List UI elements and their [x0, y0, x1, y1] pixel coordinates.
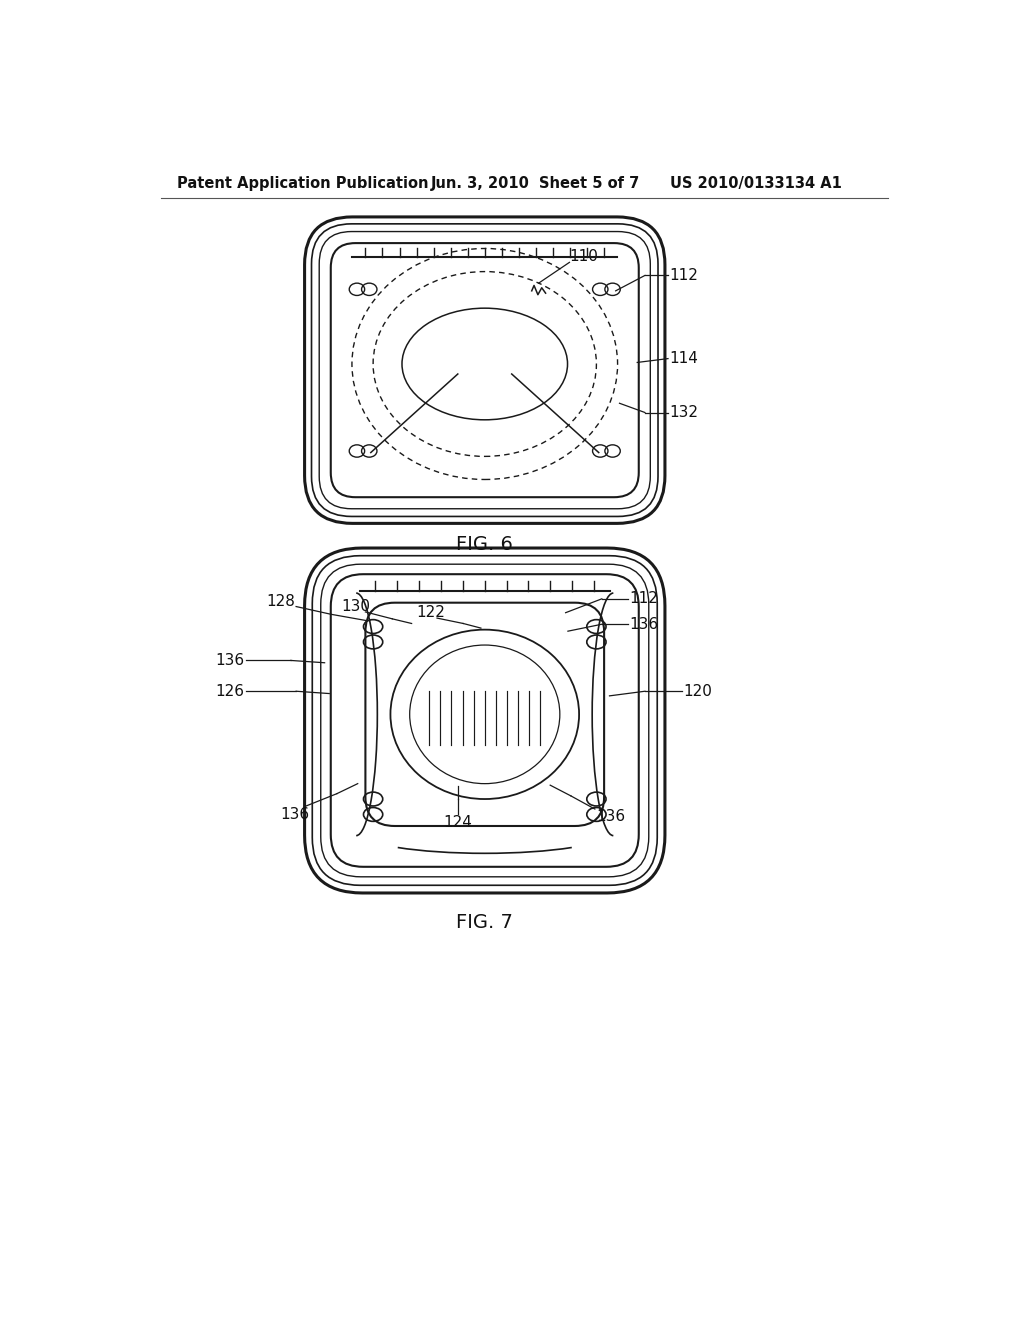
Text: Sheet 5 of 7: Sheet 5 of 7 — [539, 176, 639, 190]
Text: 128: 128 — [266, 594, 295, 609]
Text: 110: 110 — [569, 248, 598, 264]
Text: 136: 136 — [280, 807, 309, 822]
Text: 136: 136 — [630, 616, 658, 632]
Text: FIG. 7: FIG. 7 — [457, 912, 513, 932]
Text: 114: 114 — [670, 351, 698, 366]
Text: 126: 126 — [215, 684, 245, 698]
Text: US 2010/0133134 A1: US 2010/0133134 A1 — [670, 176, 842, 190]
Text: 122: 122 — [417, 605, 445, 620]
Text: 132: 132 — [670, 405, 698, 420]
Text: Jun. 3, 2010: Jun. 3, 2010 — [431, 176, 529, 190]
Text: 120: 120 — [683, 684, 713, 698]
Text: 136: 136 — [215, 653, 245, 668]
Text: 112: 112 — [630, 591, 658, 606]
Text: 112: 112 — [670, 268, 698, 282]
Text: FIG. 6: FIG. 6 — [457, 536, 513, 554]
Text: 124: 124 — [443, 814, 472, 830]
Text: 130: 130 — [341, 599, 370, 614]
Text: 136: 136 — [596, 809, 626, 824]
Text: Patent Application Publication: Patent Application Publication — [177, 176, 428, 190]
